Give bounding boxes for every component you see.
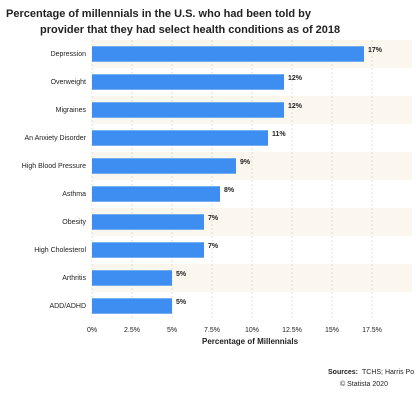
bar — [92, 102, 284, 118]
x-axis-label: Percentage of Millennials — [202, 337, 299, 346]
y-tick-label: Overweight — [51, 79, 86, 86]
bar — [92, 130, 268, 146]
chart-subtitle: provider that they had select health con… — [40, 24, 340, 36]
x-tick-label: 10% — [245, 327, 259, 334]
y-tick-label: Obesity — [62, 219, 86, 226]
x-tick-label: 2.5% — [124, 327, 140, 334]
value-label: 12% — [288, 103, 303, 110]
value-label: 8% — [224, 187, 235, 194]
value-label: 5% — [176, 271, 187, 278]
y-tick-label: An Anxiety Disorder — [25, 135, 87, 142]
y-tick-label: High Blood Pressure — [22, 163, 86, 170]
bar — [92, 298, 172, 314]
bar — [92, 214, 204, 230]
value-label: 12% — [288, 75, 303, 82]
value-label: 5% — [176, 299, 187, 306]
bar — [92, 74, 284, 90]
y-tick-label: ADD/ADHD — [49, 303, 86, 310]
x-tick-label: 12.5% — [282, 327, 302, 334]
bar — [92, 186, 220, 202]
value-label: 7% — [208, 215, 219, 222]
value-label: 11% — [272, 131, 286, 138]
x-tick-label: 17.5% — [362, 327, 382, 334]
x-tick-label: 15% — [325, 327, 339, 334]
copyright: © Statista 2020 — [340, 380, 388, 388]
source-label: Sources: — [328, 369, 358, 376]
bar — [92, 242, 204, 258]
source: TCHS; Harris Po — [362, 369, 414, 376]
x-tick-label: 5% — [167, 327, 177, 334]
y-tick-label: Depression — [51, 51, 87, 58]
x-tick-label: 0% — [87, 327, 97, 334]
x-tick-label: 7.5% — [204, 327, 220, 334]
y-tick-label: High Cholesterol — [34, 247, 86, 254]
value-label: 9% — [240, 159, 251, 166]
y-tick-label: Migraines — [56, 107, 87, 114]
y-tick-label: Arthritis — [62, 275, 86, 282]
value-label: 17% — [368, 47, 383, 54]
bar — [92, 158, 236, 174]
value-label: 7% — [208, 243, 219, 250]
chart-title: Percentage of millennials in the U.S. wh… — [6, 8, 312, 20]
bar — [92, 270, 172, 286]
bar — [92, 46, 364, 62]
y-tick-label: Asthma — [62, 191, 86, 198]
